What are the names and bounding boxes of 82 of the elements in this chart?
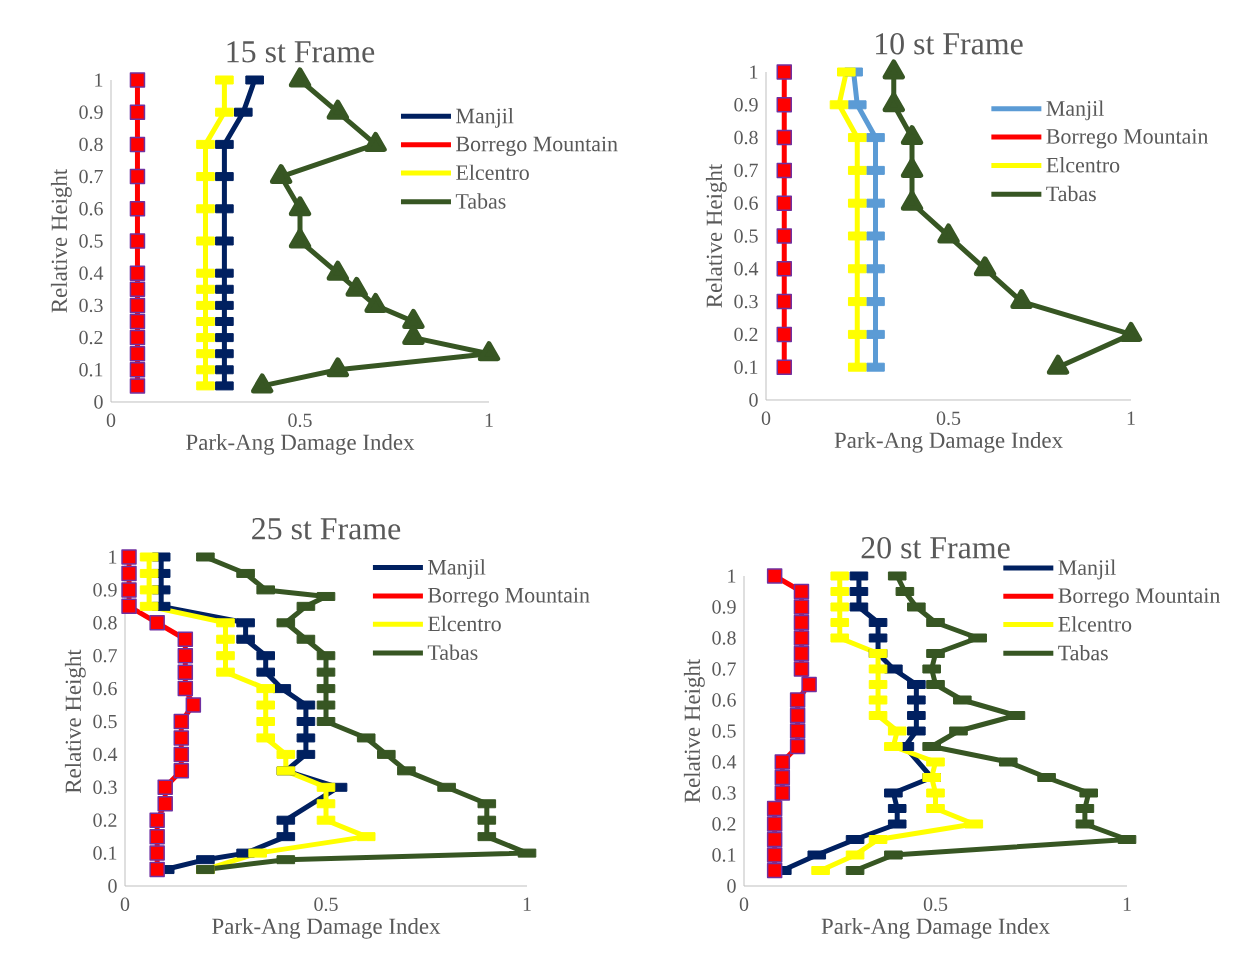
y-tick-label: 0.2: [79, 330, 103, 345]
y-tick-label: 0.3: [734, 294, 758, 309]
y-tick-label: 0: [727, 879, 736, 893]
legend-label: Tabas: [455, 193, 506, 209]
x-tick-label: 0: [120, 897, 130, 911]
y-axis-title: Relative Height: [705, 163, 727, 308]
x-tick-label: 1: [485, 413, 493, 427]
y-tick-label: 0.4: [93, 747, 118, 762]
x-tick-label: 0: [761, 411, 771, 425]
x-tick-label: 0.5: [288, 413, 312, 428]
y-tick-label: 0.9: [93, 583, 117, 597]
y-tick-label: 0.7: [79, 169, 103, 184]
y-tick-label: 0.8: [712, 631, 736, 645]
x-tick-label: 1: [523, 897, 531, 911]
y-axis-title: Relative Height: [683, 658, 705, 803]
legend-label: Borrego Mountain: [1046, 129, 1209, 149]
y-tick-label: 0.3: [93, 780, 117, 795]
x-tick-label: 1: [1123, 897, 1131, 911]
y-tick-label: 0.9: [79, 105, 103, 119]
x-tick-label: 1: [1127, 411, 1135, 425]
y-tick-label: 0.8: [79, 137, 103, 152]
y-tick-label: 0.6: [712, 693, 736, 707]
x-tick-label: 0.5: [923, 897, 948, 912]
y-tick-label: 0.1: [79, 363, 103, 377]
y-tick-label: 1: [728, 569, 736, 583]
legend-label: Borrego Mountain: [456, 136, 618, 156]
y-tick-label: 0.3: [712, 786, 736, 800]
y-tick-label: 0.5: [93, 714, 117, 729]
x-tick-label: 0.5: [314, 897, 338, 912]
legend-label: Elcentro: [428, 615, 501, 632]
y-tick-label: 1: [109, 550, 117, 564]
y-tick-label: 0.1: [712, 848, 736, 862]
chart-title: 10 st Frame: [876, 32, 1023, 55]
legend-label: Elcentro: [1058, 616, 1132, 632]
y-tick-label: 0.7: [93, 648, 117, 663]
y-tick-label: 0: [94, 395, 103, 409]
y-tick-label: 0.7: [712, 662, 736, 676]
y-axis-title: Relative Height: [50, 168, 72, 313]
y-tick-label: 0.1: [734, 360, 758, 374]
y-tick-label: 0.4: [712, 755, 737, 769]
y-tick-label: 0: [108, 879, 117, 893]
chart-title: 25 st Frame: [252, 518, 401, 540]
y-tick-label: 1: [750, 65, 758, 79]
chart-title: 15 st Frame: [227, 41, 375, 63]
y-tick-label: 0.2: [712, 817, 736, 831]
y-tick-label: 0.3: [79, 298, 103, 313]
y-tick-label: 0.1: [93, 846, 117, 860]
legend-label: Manjil: [1046, 100, 1104, 121]
legend-label: Manjil: [456, 107, 514, 128]
legend-label: Elcentro: [1046, 157, 1120, 173]
legend-label: Borrego Mountain: [1058, 588, 1221, 608]
y-tick-label: 0.9: [712, 600, 736, 614]
y-tick-label: 0: [749, 393, 758, 407]
y-tick-label: 0.7: [734, 163, 758, 178]
y-tick-label: 0.8: [93, 616, 117, 630]
y-axis-title: Relative Height: [64, 649, 86, 794]
legend-label: Manjil: [428, 559, 486, 580]
y-tick-label: 0.6: [79, 202, 103, 216]
legend-label: Elcentro: [456, 164, 529, 181]
y-tick-label: 1: [95, 73, 103, 87]
y-tick-label: 0.5: [734, 229, 758, 243]
y-tick-label: 0.6: [93, 681, 117, 696]
x-axis-title: Park-Ang Damage Index: [186, 433, 415, 455]
legend-label: Tabas: [1046, 185, 1096, 202]
y-tick-label: 0.4: [734, 262, 759, 276]
y-tick-label: 0.6: [734, 196, 758, 210]
legend-label: Manjil: [1058, 559, 1116, 580]
legend-label: Borrego Mountain: [428, 587, 590, 608]
x-tick-label: 0.5: [936, 411, 961, 426]
y-tick-label: 0.9: [734, 98, 758, 112]
x-axis-title: Park-Ang Damage Index: [212, 917, 441, 939]
y-tick-label: 0.2: [734, 327, 758, 342]
y-tick-label: 0.5: [79, 234, 103, 248]
legend-label: Tabas: [427, 644, 478, 660]
y-tick-label: 0.5: [712, 724, 736, 738]
y-tick-label: 0.2: [93, 813, 117, 827]
chart-title: 20 st Frame: [861, 536, 1010, 559]
x-axis-title: Park-Ang Damage Index: [834, 431, 1063, 453]
y-tick-label: 0.4: [79, 266, 104, 280]
legend-label: Tabas: [1058, 644, 1108, 661]
y-tick-label: 0.8: [734, 130, 758, 145]
x-axis-title: Park-Ang Damage Index: [821, 917, 1050, 939]
